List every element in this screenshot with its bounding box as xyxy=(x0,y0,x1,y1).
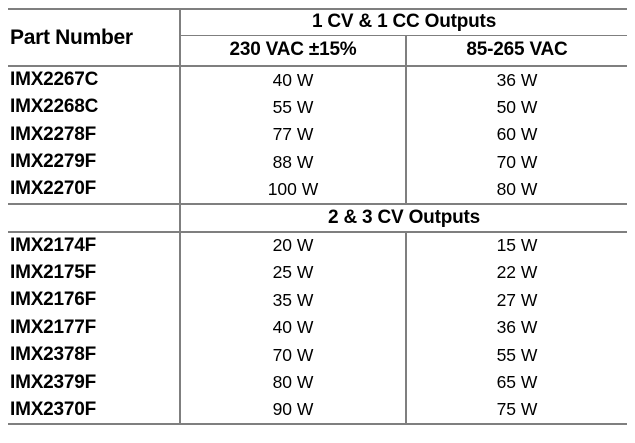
power-230vac-cell: 88 W xyxy=(180,148,407,176)
part-number-cell: IMX2267C xyxy=(8,66,181,94)
section2-group-header: 2 & 3 CV Outputs xyxy=(328,206,480,228)
column-header-85-265vac: 85-265 VAC xyxy=(466,39,568,61)
table-row: IMX2278F 77 W 60 W xyxy=(8,121,627,149)
table-row: IMX2370F 90 W 75 W xyxy=(8,396,627,424)
power-230vac-cell: 77 W xyxy=(180,121,407,149)
table-row: IMX2379F 80 W 65 W xyxy=(8,369,627,397)
table-row: IMX2378F 70 W 55 W xyxy=(8,341,627,369)
power-230vac-cell: 35 W xyxy=(180,286,407,314)
part-number-cell: IMX2279F xyxy=(8,148,181,176)
power-85-265vac-cell: 36 W xyxy=(496,317,538,338)
empty-cell xyxy=(8,203,181,232)
table-row: IMX2176F 35 W 27 W xyxy=(8,286,627,314)
power-85-265vac-cell: 55 W xyxy=(496,344,538,365)
part-number-cell: IMX2370F xyxy=(8,396,181,424)
table-row: IMX2270F 100 W 80 W xyxy=(8,176,627,204)
power-rating-table: Part Number 1 CV & 1 CC Outputs 230 VAC … xyxy=(8,8,628,425)
column-header-230vac: 230 VAC ±15% xyxy=(180,35,407,66)
power-85-265vac-cell: 15 W xyxy=(496,235,538,256)
power-85-265vac-cell: 75 W xyxy=(496,399,538,420)
part-number-cell: IMX2174F xyxy=(8,231,181,259)
power-230vac-cell: 70 W xyxy=(180,341,407,369)
table-row: Part Number 1 CV & 1 CC Outputs xyxy=(8,9,628,66)
power-230vac-cell: 20 W xyxy=(180,231,407,259)
power-230vac-cell: 25 W xyxy=(180,259,407,287)
part-number-column-header: Part Number xyxy=(8,9,181,66)
part-number-cell: IMX2378F xyxy=(8,341,181,369)
table-row: IMX2177F 40 W 36 W xyxy=(8,314,627,342)
part-number-cell: IMX2268C xyxy=(8,93,181,121)
power-85-265vac-cell: 27 W xyxy=(496,289,538,310)
section1-group-header: 1 CV & 1 CC Outputs xyxy=(180,9,628,36)
table-row: 2 & 3 CV Outputs xyxy=(8,203,628,232)
power-85-265vac-cell: 36 W xyxy=(496,69,538,90)
power-230vac-cell: 80 W xyxy=(180,369,407,397)
part-number-cell: IMX2177F xyxy=(8,314,181,342)
power-230vac-cell: 40 W xyxy=(180,66,407,94)
power-230vac-cell: 100 W xyxy=(180,176,407,204)
table-row: 230 VAC ±15% 85-265 VAC xyxy=(8,35,628,66)
power-85-265vac-cell: 60 W xyxy=(496,124,538,145)
part-number-cell: IMX2278F xyxy=(8,121,181,149)
table-row: IMX2279F 88 W 70 W xyxy=(8,148,627,176)
part-number-cell: IMX2270F xyxy=(8,176,181,204)
table-row: IMX2174F 20 W 15 W xyxy=(8,231,627,259)
power-230vac-cell: 90 W xyxy=(180,396,407,424)
power-85-265vac-cell: 22 W xyxy=(496,262,538,283)
power-230vac-cell: 40 W xyxy=(180,314,407,342)
power-85-265vac-cell: 50 W xyxy=(496,96,538,117)
part-number-cell: IMX2176F xyxy=(8,286,181,314)
part-number-cell: IMX2379F xyxy=(8,369,181,397)
part-number-cell: IMX2175F xyxy=(8,259,181,287)
power-85-265vac-cell: 65 W xyxy=(496,372,538,393)
table-row: IMX2175F 25 W 22 W xyxy=(8,259,627,287)
table-row: IMX2267C 40 W 36 W xyxy=(8,66,627,94)
table-row: IMX2268C 55 W 50 W xyxy=(8,93,627,121)
power-230vac-cell: 55 W xyxy=(180,93,407,121)
power-85-265vac-cell: 80 W xyxy=(496,178,538,199)
power-85-265vac-cell: 70 W xyxy=(496,151,538,172)
